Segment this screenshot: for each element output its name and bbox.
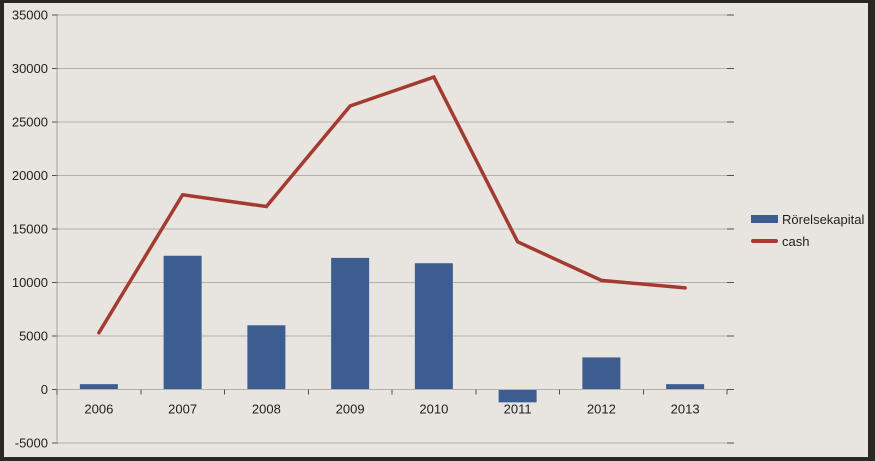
bar-2009 [331, 257, 370, 390]
line-series-cash [97, 74, 687, 335]
bar-2008 [247, 325, 286, 390]
bar-series-rorelsekapital [79, 255, 705, 403]
chart-legend: Rörelsekapital cash [751, 209, 864, 251]
y-tick-label-0: 0 [41, 382, 48, 397]
axes [56, 15, 728, 443]
x-tick-label-2006: 2006 [84, 402, 113, 417]
y-tick-label--5000: -5000 [15, 436, 48, 451]
bar-2011 [498, 389, 537, 403]
line-series-swatch-icon [751, 239, 778, 243]
bar-2012 [582, 357, 621, 390]
x-tick-label-2011: 2011 [504, 402, 532, 417]
x-tick-label-2010: 2010 [419, 402, 448, 417]
x-tick-label-2013: 2013 [671, 402, 700, 417]
bar-2013 [666, 384, 705, 390]
legend-item-cash: cash [751, 231, 864, 251]
y-tick-label-25000: 25000 [12, 115, 48, 130]
y-tick-label-5000: 5000 [19, 329, 48, 344]
x-axis-tick-labels: 2006 2007 2008 2009 2010 2011 2012 2013 [84, 402, 699, 417]
y-axis-tick-labels: 35000 30000 25000 20000 15000 10000 5000 0 -5000 [12, 8, 48, 451]
bar-series-swatch-icon [751, 215, 778, 223]
y-tick-label-35000: 35000 [12, 8, 48, 23]
x-tick-label-2007: 2007 [168, 402, 197, 417]
bar-2007 [163, 255, 202, 390]
legend-label-cash: cash [782, 233, 810, 249]
legend-item-rorelsekapital: Rörelsekapital [751, 209, 864, 229]
y-tick-label-30000: 30000 [12, 61, 48, 76]
y-tick-label-20000: 20000 [12, 168, 48, 183]
y-tick-label-15000: 15000 [12, 222, 48, 237]
bar-2010 [414, 263, 453, 390]
y-tick-label-10000: 10000 [12, 275, 48, 290]
x-tick-label-2008: 2008 [252, 402, 281, 417]
legend-label-rorelsekapital: Rörelsekapital [782, 211, 865, 227]
gridlines [52, 14, 734, 444]
chart-plot-area: 35000 30000 25000 20000 15000 10000 5000 0 -5000… [12, 8, 734, 451]
bar-2006 [79, 384, 118, 390]
x-tick-label-2009: 2009 [336, 402, 365, 417]
x-tick-label-2012: 2012 [587, 402, 616, 417]
